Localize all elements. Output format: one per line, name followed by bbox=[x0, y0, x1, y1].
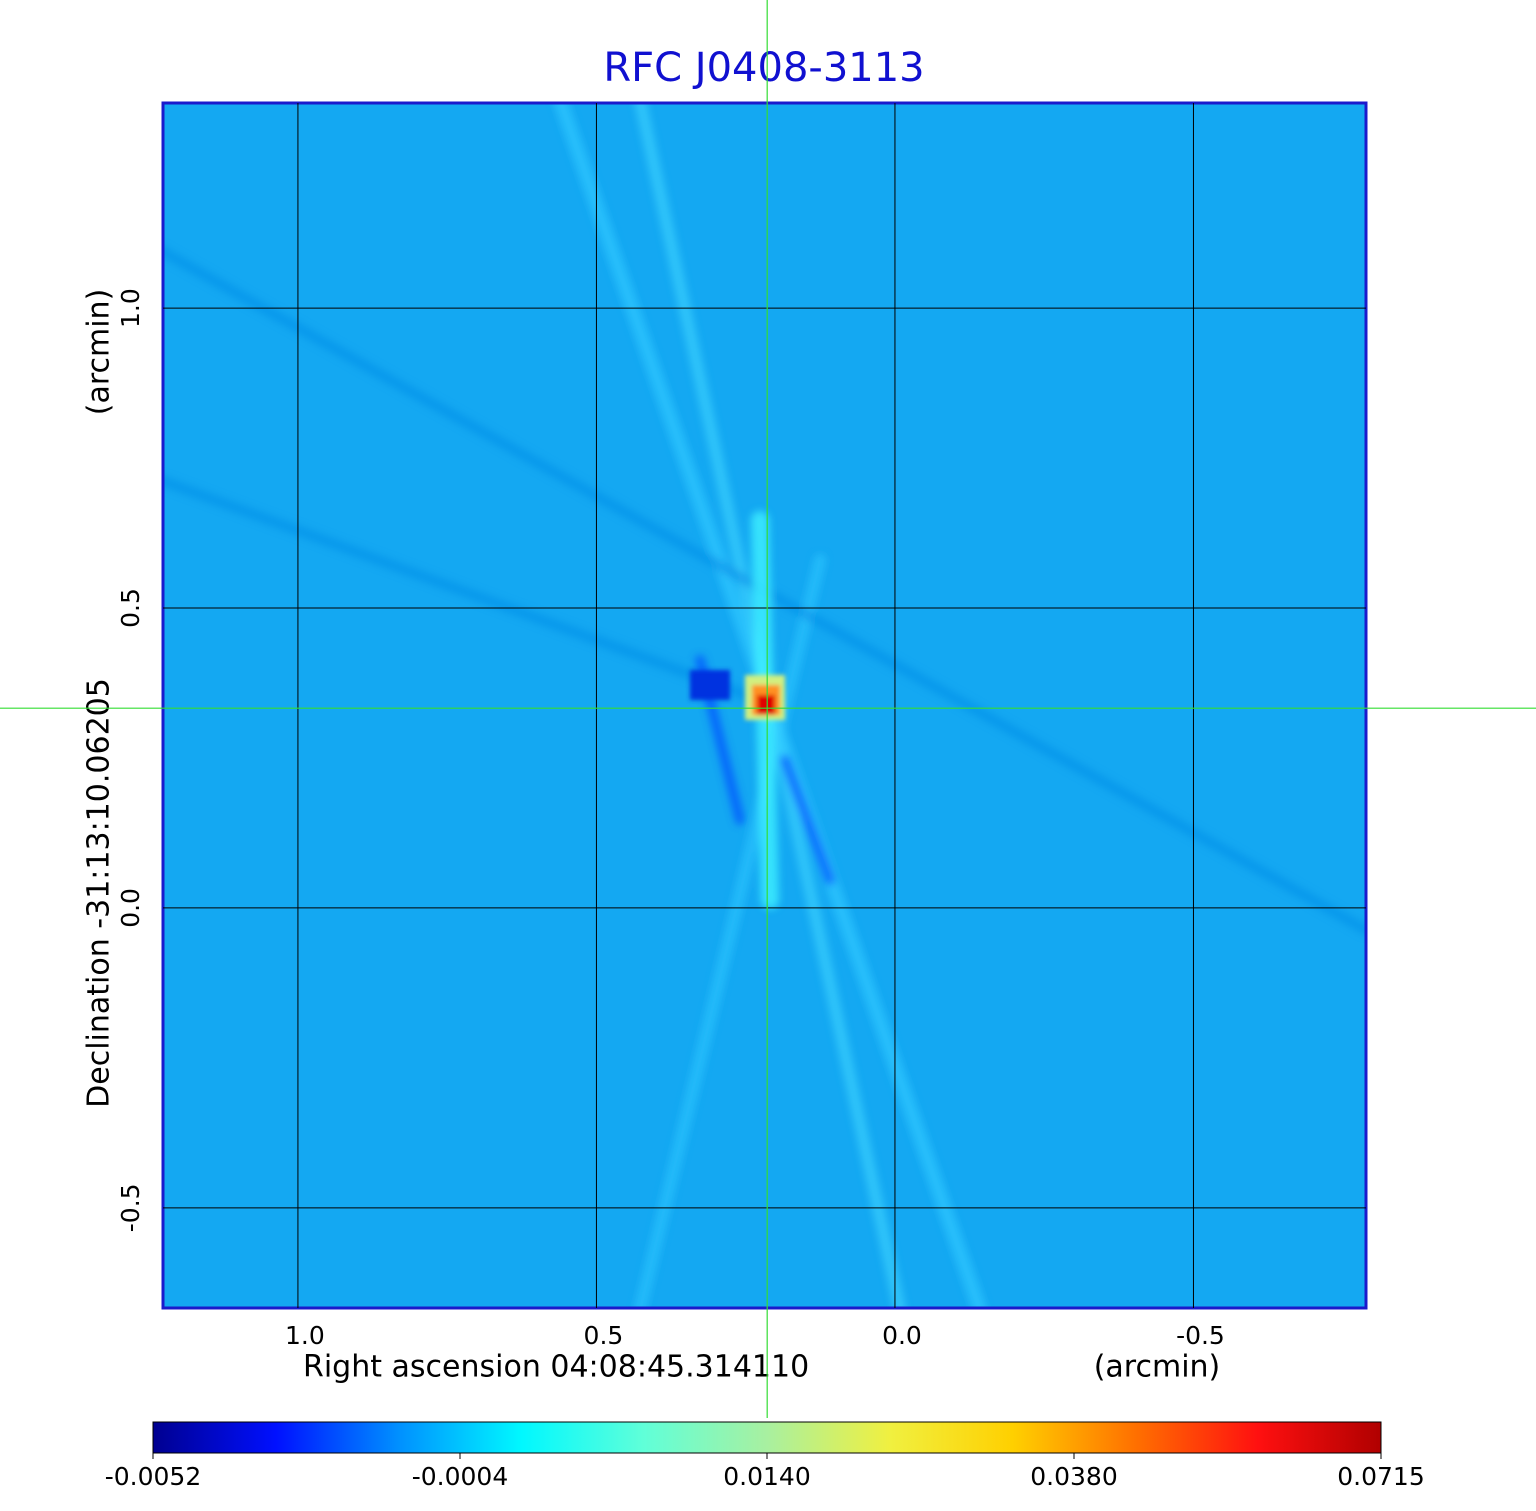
image bbox=[163, 103, 1366, 1308]
x-tick-label: 0.5 bbox=[584, 1321, 624, 1350]
source bbox=[690, 670, 785, 720]
y-axis-label: Declination -31:13:10.06205 bbox=[82, 678, 117, 1108]
y-tick-label: 0.5 bbox=[116, 588, 145, 628]
colorbar-tick-label: 0.0715 bbox=[1337, 1462, 1424, 1491]
colorbar-tick-label: 0.0380 bbox=[1030, 1462, 1117, 1491]
y-tick-label: 0.0 bbox=[116, 888, 145, 928]
source-pixel bbox=[690, 670, 730, 700]
sidelobe bbox=[163, 475, 765, 705]
x-axis-unit: (arcmin) bbox=[1094, 1350, 1221, 1385]
colorbar-tick-label: -0.0052 bbox=[105, 1462, 202, 1491]
y-tick-label: -0.5 bbox=[116, 1183, 145, 1232]
y-tick-label: 1.0 bbox=[116, 288, 145, 328]
colorbar-tick-label: -0.0004 bbox=[412, 1462, 509, 1491]
chart-title: RFC J0408-3113 bbox=[603, 45, 924, 91]
colorbar-tick-label: 0.0140 bbox=[723, 1462, 810, 1491]
sidelobe bbox=[780, 755, 835, 885]
x-axis-label: Right ascension 04:08:45.314110 bbox=[303, 1350, 809, 1385]
x-tick-label: -0.5 bbox=[1176, 1321, 1225, 1350]
plot-frame bbox=[161, 101, 1368, 1310]
x-tick-label: 1.0 bbox=[285, 1321, 325, 1350]
source-pixel bbox=[757, 695, 775, 715]
y-axis-unit: (arcmin) bbox=[82, 289, 117, 416]
x-tick-label: 0.0 bbox=[882, 1321, 922, 1350]
colorbar bbox=[152, 1421, 1382, 1454]
sidelobe bbox=[634, 554, 826, 1308]
